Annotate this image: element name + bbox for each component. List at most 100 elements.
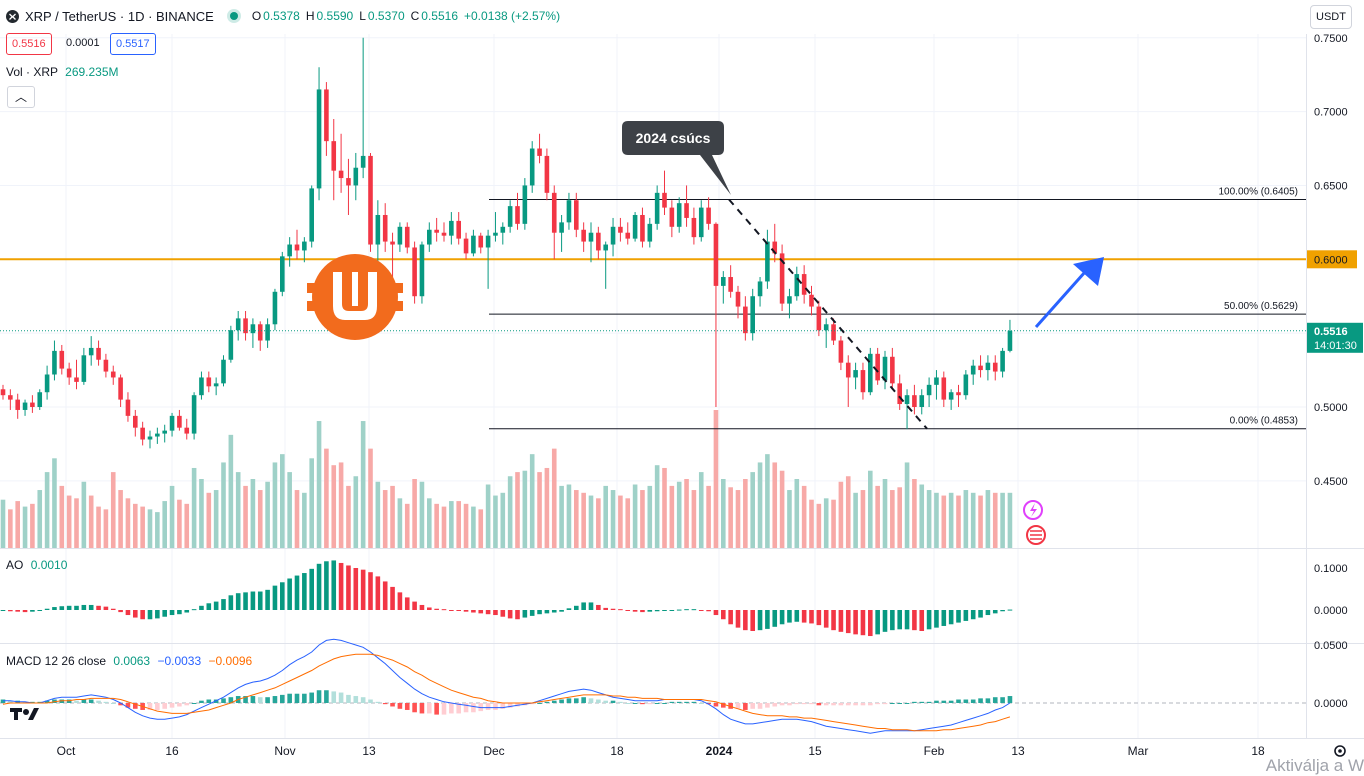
macd-histogram-bar	[691, 701, 697, 703]
macd-histogram-bar	[103, 701, 109, 703]
ao-bar	[199, 605, 204, 610]
volume-bar	[625, 498, 631, 548]
ao-bar	[816, 610, 822, 626]
macd-histogram-bar	[44, 700, 50, 703]
ao-bar	[1007, 609, 1013, 611]
ao-bar	[390, 586, 395, 610]
volume-bar	[500, 492, 506, 548]
candle-body	[912, 395, 917, 407]
macd-histogram-bar	[823, 703, 829, 706]
candle-body	[1000, 350, 1005, 372]
ao-bar	[441, 609, 447, 611]
ao-bar	[529, 610, 535, 616]
sell-price-button[interactable]: 0.5516	[6, 33, 52, 55]
collapse-legend-button[interactable]: ︿	[7, 86, 35, 108]
macd-histogram-bar	[206, 699, 212, 703]
spread-value: 0.0001	[66, 37, 100, 49]
ao-bar	[963, 610, 969, 621]
currency-button[interactable]: USDT	[1310, 5, 1352, 29]
macd-histogram-bar	[485, 703, 491, 710]
volume-bar	[346, 485, 351, 548]
volume-bar	[559, 485, 564, 548]
volume-bar	[375, 481, 381, 548]
volume-bar	[691, 490, 697, 548]
candlestick-series[interactable]	[0, 37, 1306, 449]
price-tick-label: 0.7500	[1314, 33, 1348, 45]
symbol-title[interactable]: XRP / TetherUS · 1D · BINANCE	[6, 9, 214, 24]
ao-bar	[890, 610, 895, 631]
volume-bar	[206, 492, 212, 548]
candle-body	[456, 220, 461, 239]
ao-bar	[588, 602, 594, 610]
macd-histogram-bar	[743, 703, 748, 710]
ao-bar	[471, 610, 476, 613]
candle-body	[257, 324, 263, 341]
volume-bar	[140, 506, 145, 548]
ao-bar	[235, 593, 241, 610]
ao-bar	[632, 610, 638, 612]
candle-body	[155, 433, 160, 437]
macd-histogram-bar	[500, 703, 506, 709]
macd-histogram-bar	[184, 703, 190, 706]
volume-bar	[618, 495, 623, 548]
candle-body	[331, 141, 337, 171]
volume-bar	[581, 492, 586, 548]
candle-body	[316, 89, 322, 189]
candle-body	[787, 296, 792, 304]
macd-histogram-bar	[669, 701, 675, 703]
fibonacci-retracement[interactable]: 100.00% (0.6405) 50.00% (0.5629) 0.00% (0.…	[0, 186, 1306, 430]
candle-body	[581, 229, 586, 242]
volume-bar	[926, 490, 932, 548]
macd-histogram-bar	[155, 703, 160, 710]
candle-body	[37, 392, 43, 407]
macd-histogram-bar	[353, 696, 359, 703]
macd-histogram-bar	[265, 697, 270, 703]
ao-bar	[684, 609, 689, 611]
candle-body	[0, 389, 6, 396]
ao-bar	[941, 610, 947, 626]
ao-bar	[853, 610, 858, 635]
candle-body	[493, 232, 498, 236]
ao-bar	[603, 607, 608, 610]
candle-body	[574, 200, 579, 230]
arrow-shaft	[1034, 271, 1087, 328]
volume-bar	[272, 462, 278, 548]
macd-histogram-bar	[169, 703, 175, 708]
macd-line	[3, 638, 1011, 734]
macd-histogram-bar	[37, 701, 43, 703]
macd-histogram-bar	[853, 703, 858, 706]
ao-bar	[140, 610, 145, 620]
candle-body	[346, 178, 351, 186]
ao-bar	[404, 597, 410, 610]
candle-body	[640, 214, 645, 242]
ao-bar	[823, 610, 829, 628]
ao-bar	[919, 610, 925, 631]
candle-body	[823, 324, 829, 331]
volume-bar	[441, 506, 447, 548]
time-tick-label: Nov	[274, 744, 295, 758]
buy-price-button[interactable]: 0.5517	[110, 33, 156, 55]
candle-body	[103, 359, 109, 372]
ao-bar	[272, 585, 278, 610]
volume-bar	[544, 467, 550, 548]
macd-histogram-bar	[559, 699, 564, 703]
volume-bar	[110, 472, 116, 548]
price-tick-label: 0.4500	[1314, 476, 1348, 488]
volume-bar	[302, 492, 307, 548]
candle-body	[537, 148, 542, 156]
volume-bar	[676, 481, 682, 548]
settings-gear-icon[interactable]	[1334, 745, 1346, 757]
ao-bar	[96, 605, 101, 610]
volume-bar	[37, 490, 43, 548]
volume-bar	[390, 485, 395, 548]
drawing-overlay[interactable]: 2024 csúcs	[307, 121, 1104, 545]
volume-bar	[956, 495, 961, 548]
volume-bar	[147, 509, 153, 548]
ao-bar	[147, 610, 153, 620]
candle-body	[324, 89, 329, 142]
macd-histogram-bar	[346, 694, 351, 703]
candle-body	[647, 223, 653, 242]
ao-bar	[794, 610, 800, 622]
ao-bar	[485, 610, 491, 615]
